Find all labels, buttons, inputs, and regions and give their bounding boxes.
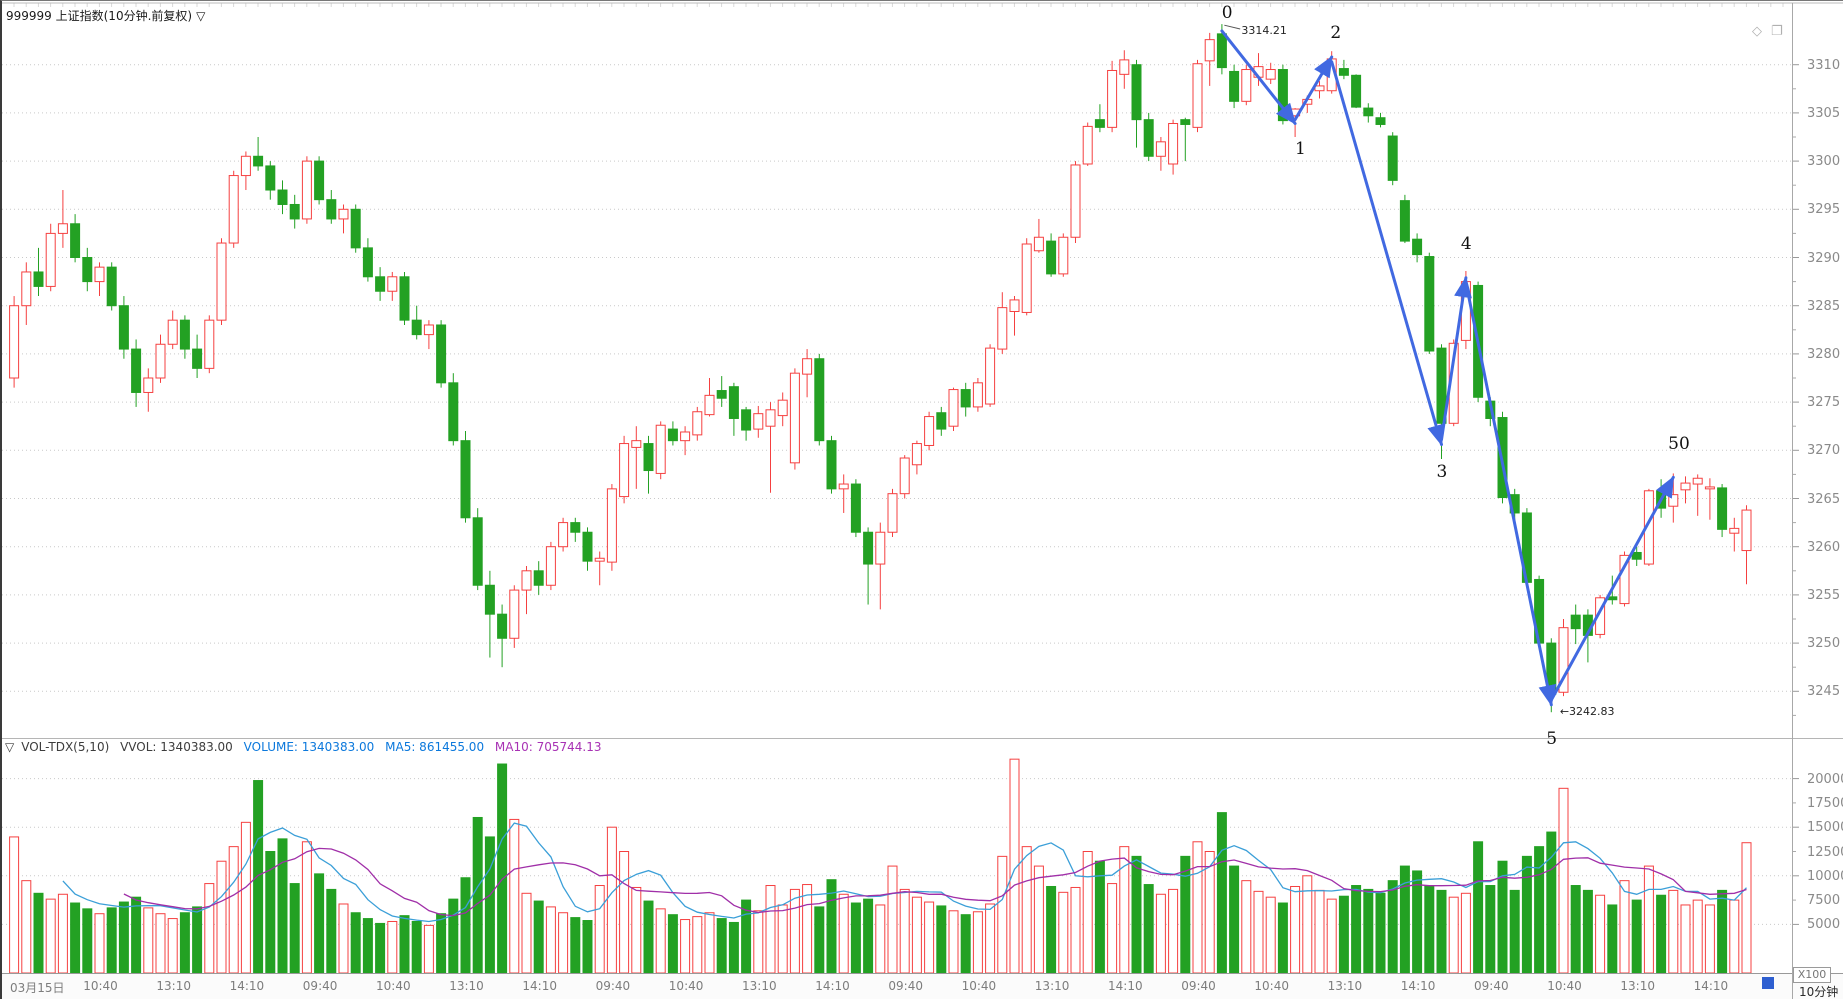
price-tick-label: 3295 — [1807, 202, 1841, 218]
time-axis-label: 09:40 — [1181, 979, 1216, 993]
price-tick-label: 3280 — [1807, 346, 1841, 362]
price-tick-label: 3260 — [1807, 539, 1841, 555]
time-axis-label: 10:40 — [1254, 979, 1289, 993]
low-price-label: ←3242.83 — [1559, 704, 1615, 718]
volume-tick-label: 15000 — [1807, 820, 1843, 836]
time-axis-label: 10:40 — [83, 979, 118, 993]
period-label[interactable]: 10分钟 — [1799, 985, 1839, 999]
wave-label-1: 1 — [1294, 138, 1306, 159]
volume-unit-badge: X100 — [1793, 967, 1831, 983]
time-axis-label: 09:40 — [302, 979, 338, 993]
volume-tick-label: 5000 — [1807, 917, 1841, 933]
price-tick-label: 3290 — [1807, 250, 1841, 266]
time-axis-label: 14:10 — [229, 979, 265, 993]
price-tick-label: 3250 — [1807, 636, 1841, 652]
price-tick-label: 3300 — [1807, 154, 1841, 170]
wave-label-3: 3 — [1436, 462, 1448, 483]
price-tick-label: 3245 — [1807, 684, 1841, 700]
time-axis-label: 14:10 — [1693, 979, 1729, 993]
price-tick-label: 3255 — [1807, 587, 1841, 603]
diamond-icon[interactable]: ◇ — [1752, 24, 1762, 39]
wave-label-5: 5 — [1546, 728, 1558, 749]
wave-label-50: 50 — [1668, 433, 1690, 454]
ma5-value: MA5: 861455.00 — [385, 740, 485, 754]
time-axis-label: 09:40 — [1474, 979, 1509, 993]
time-axis-label: 13:10 — [1620, 979, 1655, 993]
price-tick-label: 3305 — [1807, 105, 1841, 121]
chart-header: 999999 上证指数(10分钟.前复权) ▽ — [6, 7, 205, 24]
time-axis-label: 09:40 — [888, 979, 923, 993]
period-dropdown-icon[interactable]: ▽ — [196, 9, 206, 23]
time-axis-label: 13:10 — [156, 979, 191, 993]
axis-separator-line — [1792, 3, 1793, 999]
chart-toolbar: ◇ ❐ — [1752, 24, 1783, 39]
high-price-label: 3314.21 — [1241, 23, 1287, 37]
wave-label-4: 4 — [1460, 233, 1472, 254]
time-axis-label: 14:10 — [815, 979, 850, 993]
time-axis-label: 10:40 — [376, 979, 411, 993]
vvol-value: VVOL: 1340383.00 — [120, 740, 233, 754]
volume-tick-label: 12500 — [1807, 844, 1843, 860]
indicator-collapse-icon[interactable]: ▽ — [5, 740, 15, 754]
price-tick-label: 3265 — [1807, 491, 1841, 507]
time-axis-label: 10:40 — [668, 979, 704, 993]
time-axis-label: 13:10 — [742, 979, 777, 993]
time-axis-label: 13:10 — [1327, 979, 1363, 993]
price-tick-label: 3275 — [1807, 395, 1841, 411]
time-axis-label: 13:10 — [1034, 979, 1070, 993]
volume-tick-label: 17500 — [1807, 795, 1843, 811]
wave-label-2: 2 — [1330, 22, 1342, 43]
price-tick-label: 3310 — [1807, 57, 1841, 73]
time-axis-label: 14:10 — [1108, 979, 1143, 993]
volume-indicator-bar: ▽ VOL-TDX(5,10) VVOL: 1340383.00 VOLUME: … — [5, 740, 609, 754]
volume-value: VOLUME: 1340383.00 — [243, 740, 375, 754]
restore-window-icon[interactable]: ❐ — [1771, 24, 1783, 39]
time-axis-label: 09:40 — [595, 979, 631, 993]
indicator-name[interactable]: VOL-TDX(5,10) — [21, 740, 110, 754]
symbol-title: 999999 上证指数(10分钟.前复权) — [6, 9, 193, 23]
scroll-indicator[interactable] — [1762, 977, 1774, 989]
panel-separator — [2, 738, 1843, 739]
time-axis-label: 10:40 — [961, 979, 997, 993]
volume-tick-label: 7500 — [1807, 893, 1841, 909]
price-tick-label: 3285 — [1807, 298, 1841, 314]
time-axis-label: 10:40 — [1547, 979, 1582, 993]
volume-tick-label: 20000 — [1807, 771, 1843, 787]
price-tick-label: 3270 — [1807, 443, 1841, 459]
time-axis-label: 14:10 — [522, 979, 557, 993]
time-axis-label: 03月15日 — [10, 981, 65, 995]
wave-label-0: 0 — [1221, 2, 1233, 23]
ma10-value: MA10: 705744.13 — [494, 740, 602, 754]
time-axis-strip[interactable] — [2, 973, 1843, 999]
volume-tick-label: 10000 — [1807, 868, 1843, 884]
time-axis-label: 13:10 — [449, 979, 484, 993]
time-axis-label: 14:10 — [1400, 979, 1436, 993]
